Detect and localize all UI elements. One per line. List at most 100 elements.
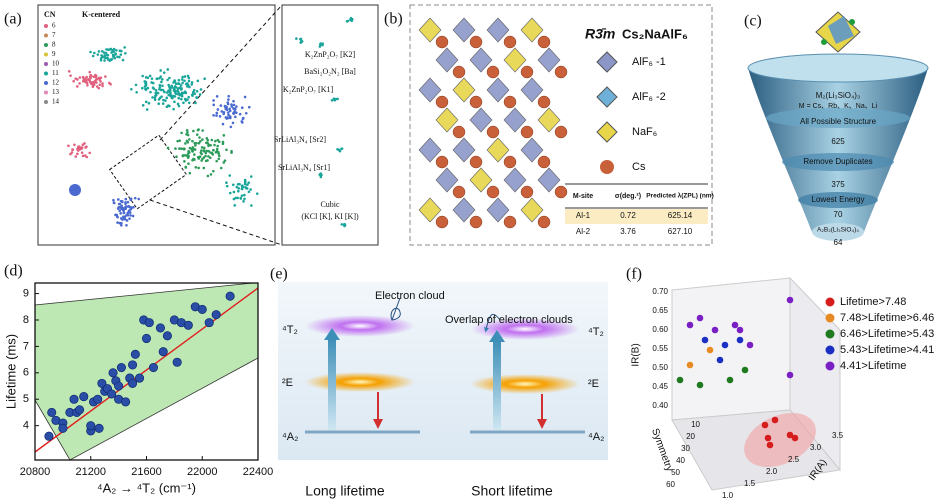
legend-swatch xyxy=(44,24,48,28)
y-tick-label: 3.5 xyxy=(832,431,844,440)
scatter-dot xyxy=(126,205,130,208)
scatter-dot xyxy=(167,90,170,93)
octahedron xyxy=(537,107,561,133)
scatter-dot xyxy=(186,74,190,78)
scatter-dot xyxy=(187,79,191,83)
scatter-dot xyxy=(115,48,118,52)
scatter-dot xyxy=(217,154,221,158)
scatter-dot xyxy=(69,152,72,156)
table-header: M-site xyxy=(573,193,593,200)
scatter-dot xyxy=(187,162,190,166)
scatter-dot xyxy=(197,128,200,131)
scatter-dot xyxy=(203,77,206,81)
pointer xyxy=(390,297,401,321)
scatter-dot xyxy=(118,202,122,206)
scatter-dot xyxy=(222,134,226,137)
scatter-dot xyxy=(190,83,194,86)
scatter-dot xyxy=(144,84,148,87)
scatter-dot xyxy=(131,214,135,218)
stage-count: 64 xyxy=(834,238,843,247)
zoom-dot xyxy=(336,97,339,101)
scatter-dot xyxy=(154,88,158,92)
scatter-dot xyxy=(81,79,85,83)
legend-title: CN xyxy=(44,10,56,19)
scatter-dot xyxy=(158,87,161,91)
scatter-dot xyxy=(242,200,245,203)
zoom-dot xyxy=(318,45,322,48)
cs-atom xyxy=(503,95,517,109)
scatter-dot xyxy=(194,101,197,105)
z-tick-label: 0.50 xyxy=(652,363,668,372)
scatter-dot xyxy=(184,142,187,145)
plot-title: K-centered xyxy=(82,10,121,19)
stage-count: 625 xyxy=(831,137,845,146)
scatter-dot xyxy=(91,85,95,89)
scatter-dot xyxy=(225,106,228,109)
octahedron xyxy=(435,47,459,73)
cs-atom xyxy=(503,35,517,49)
table-highlight xyxy=(565,209,708,224)
legend-icon xyxy=(596,51,618,73)
scatter-dot xyxy=(202,149,206,153)
funnel-tier xyxy=(766,108,910,128)
scatter-dot xyxy=(201,138,204,141)
scatter-dot xyxy=(216,108,220,111)
crystal-icon xyxy=(815,11,861,53)
scatter-dot xyxy=(165,96,169,100)
scatter-dot xyxy=(228,109,232,113)
octahedron xyxy=(418,197,442,223)
cluster-ellipse xyxy=(744,412,816,468)
octahedron xyxy=(452,137,476,163)
zoom-label: K₂ZnP₂O₇ [K1] xyxy=(283,85,334,94)
scatter-dot xyxy=(215,147,219,151)
scatter-dot xyxy=(111,53,115,57)
scatter-dot xyxy=(207,155,210,158)
data-point xyxy=(197,304,207,314)
scatter-dot xyxy=(78,76,82,79)
zoom-dot xyxy=(295,37,298,40)
scatter-dot xyxy=(67,70,71,73)
scatter-dot xyxy=(151,86,155,89)
scatter-point xyxy=(706,346,714,354)
scatter-dot xyxy=(230,149,233,153)
cs-atom xyxy=(537,215,551,229)
scatter-dot xyxy=(100,54,103,57)
y-tick-label: 9 xyxy=(23,287,29,299)
scatter-dot xyxy=(255,192,259,195)
scatter-dot xyxy=(224,116,228,119)
legend-label: 7 xyxy=(52,31,56,39)
scatter-point xyxy=(764,434,772,442)
x-tick-label: 20800 xyxy=(20,466,51,478)
scatter-dot xyxy=(154,94,157,98)
scatter-dot xyxy=(160,80,163,84)
scatter-dot xyxy=(77,145,80,149)
legend-swatch xyxy=(825,297,835,307)
octahedron xyxy=(537,167,561,193)
x-tick-label: 21200 xyxy=(75,466,106,478)
scatter-dot xyxy=(128,217,131,220)
scatter-dot xyxy=(243,95,247,99)
cs-atom xyxy=(486,125,500,139)
scatter-dot xyxy=(249,175,253,178)
scatter-dot xyxy=(89,76,92,80)
scatter-dot xyxy=(197,157,201,160)
legend-swatch xyxy=(44,100,48,104)
scatter-dot xyxy=(180,78,184,81)
legend-label: 14 xyxy=(52,98,60,106)
scatter-dot xyxy=(88,70,92,74)
absorb-arrow xyxy=(493,340,501,430)
octahedron xyxy=(503,47,527,73)
scatter-dot xyxy=(222,111,226,114)
x-axis-label: Symmetry xyxy=(649,427,675,473)
scatter-dot xyxy=(177,82,180,85)
scatter-dot xyxy=(212,169,215,173)
level-label: ²E xyxy=(282,377,293,389)
x-tick-label: 50 xyxy=(671,468,680,477)
scatter-dot xyxy=(194,166,198,169)
scatter-dot xyxy=(233,204,237,207)
scatter-dot xyxy=(228,191,232,195)
stage-count: 375 xyxy=(831,180,845,189)
x-tick-label: 60 xyxy=(666,480,675,489)
scatter-dot xyxy=(179,97,183,101)
